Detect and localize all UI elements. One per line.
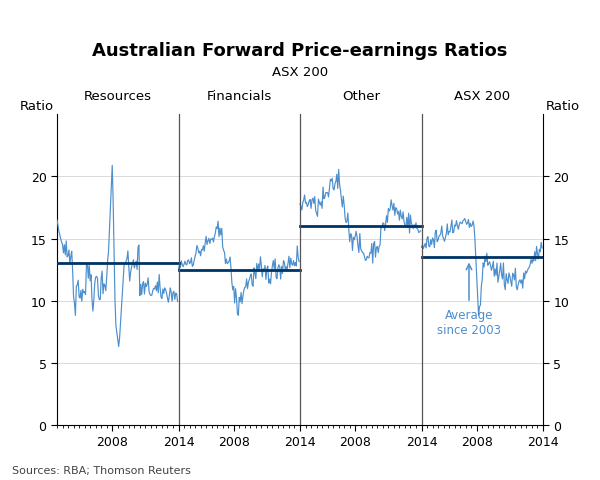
Text: Ratio: Ratio bbox=[20, 100, 54, 113]
Text: Financials: Financials bbox=[206, 90, 272, 103]
Text: Ratio: Ratio bbox=[546, 100, 580, 113]
Text: ASX 200: ASX 200 bbox=[454, 90, 511, 103]
Text: Average
since 2003: Average since 2003 bbox=[437, 308, 501, 336]
Text: Other: Other bbox=[342, 90, 380, 103]
Text: Sources: RBA; Thomson Reuters: Sources: RBA; Thomson Reuters bbox=[12, 465, 191, 475]
Text: ASX 200: ASX 200 bbox=[272, 66, 328, 79]
Text: Resources: Resources bbox=[84, 90, 152, 103]
Text: Australian Forward Price-earnings Ratios: Australian Forward Price-earnings Ratios bbox=[92, 42, 508, 60]
